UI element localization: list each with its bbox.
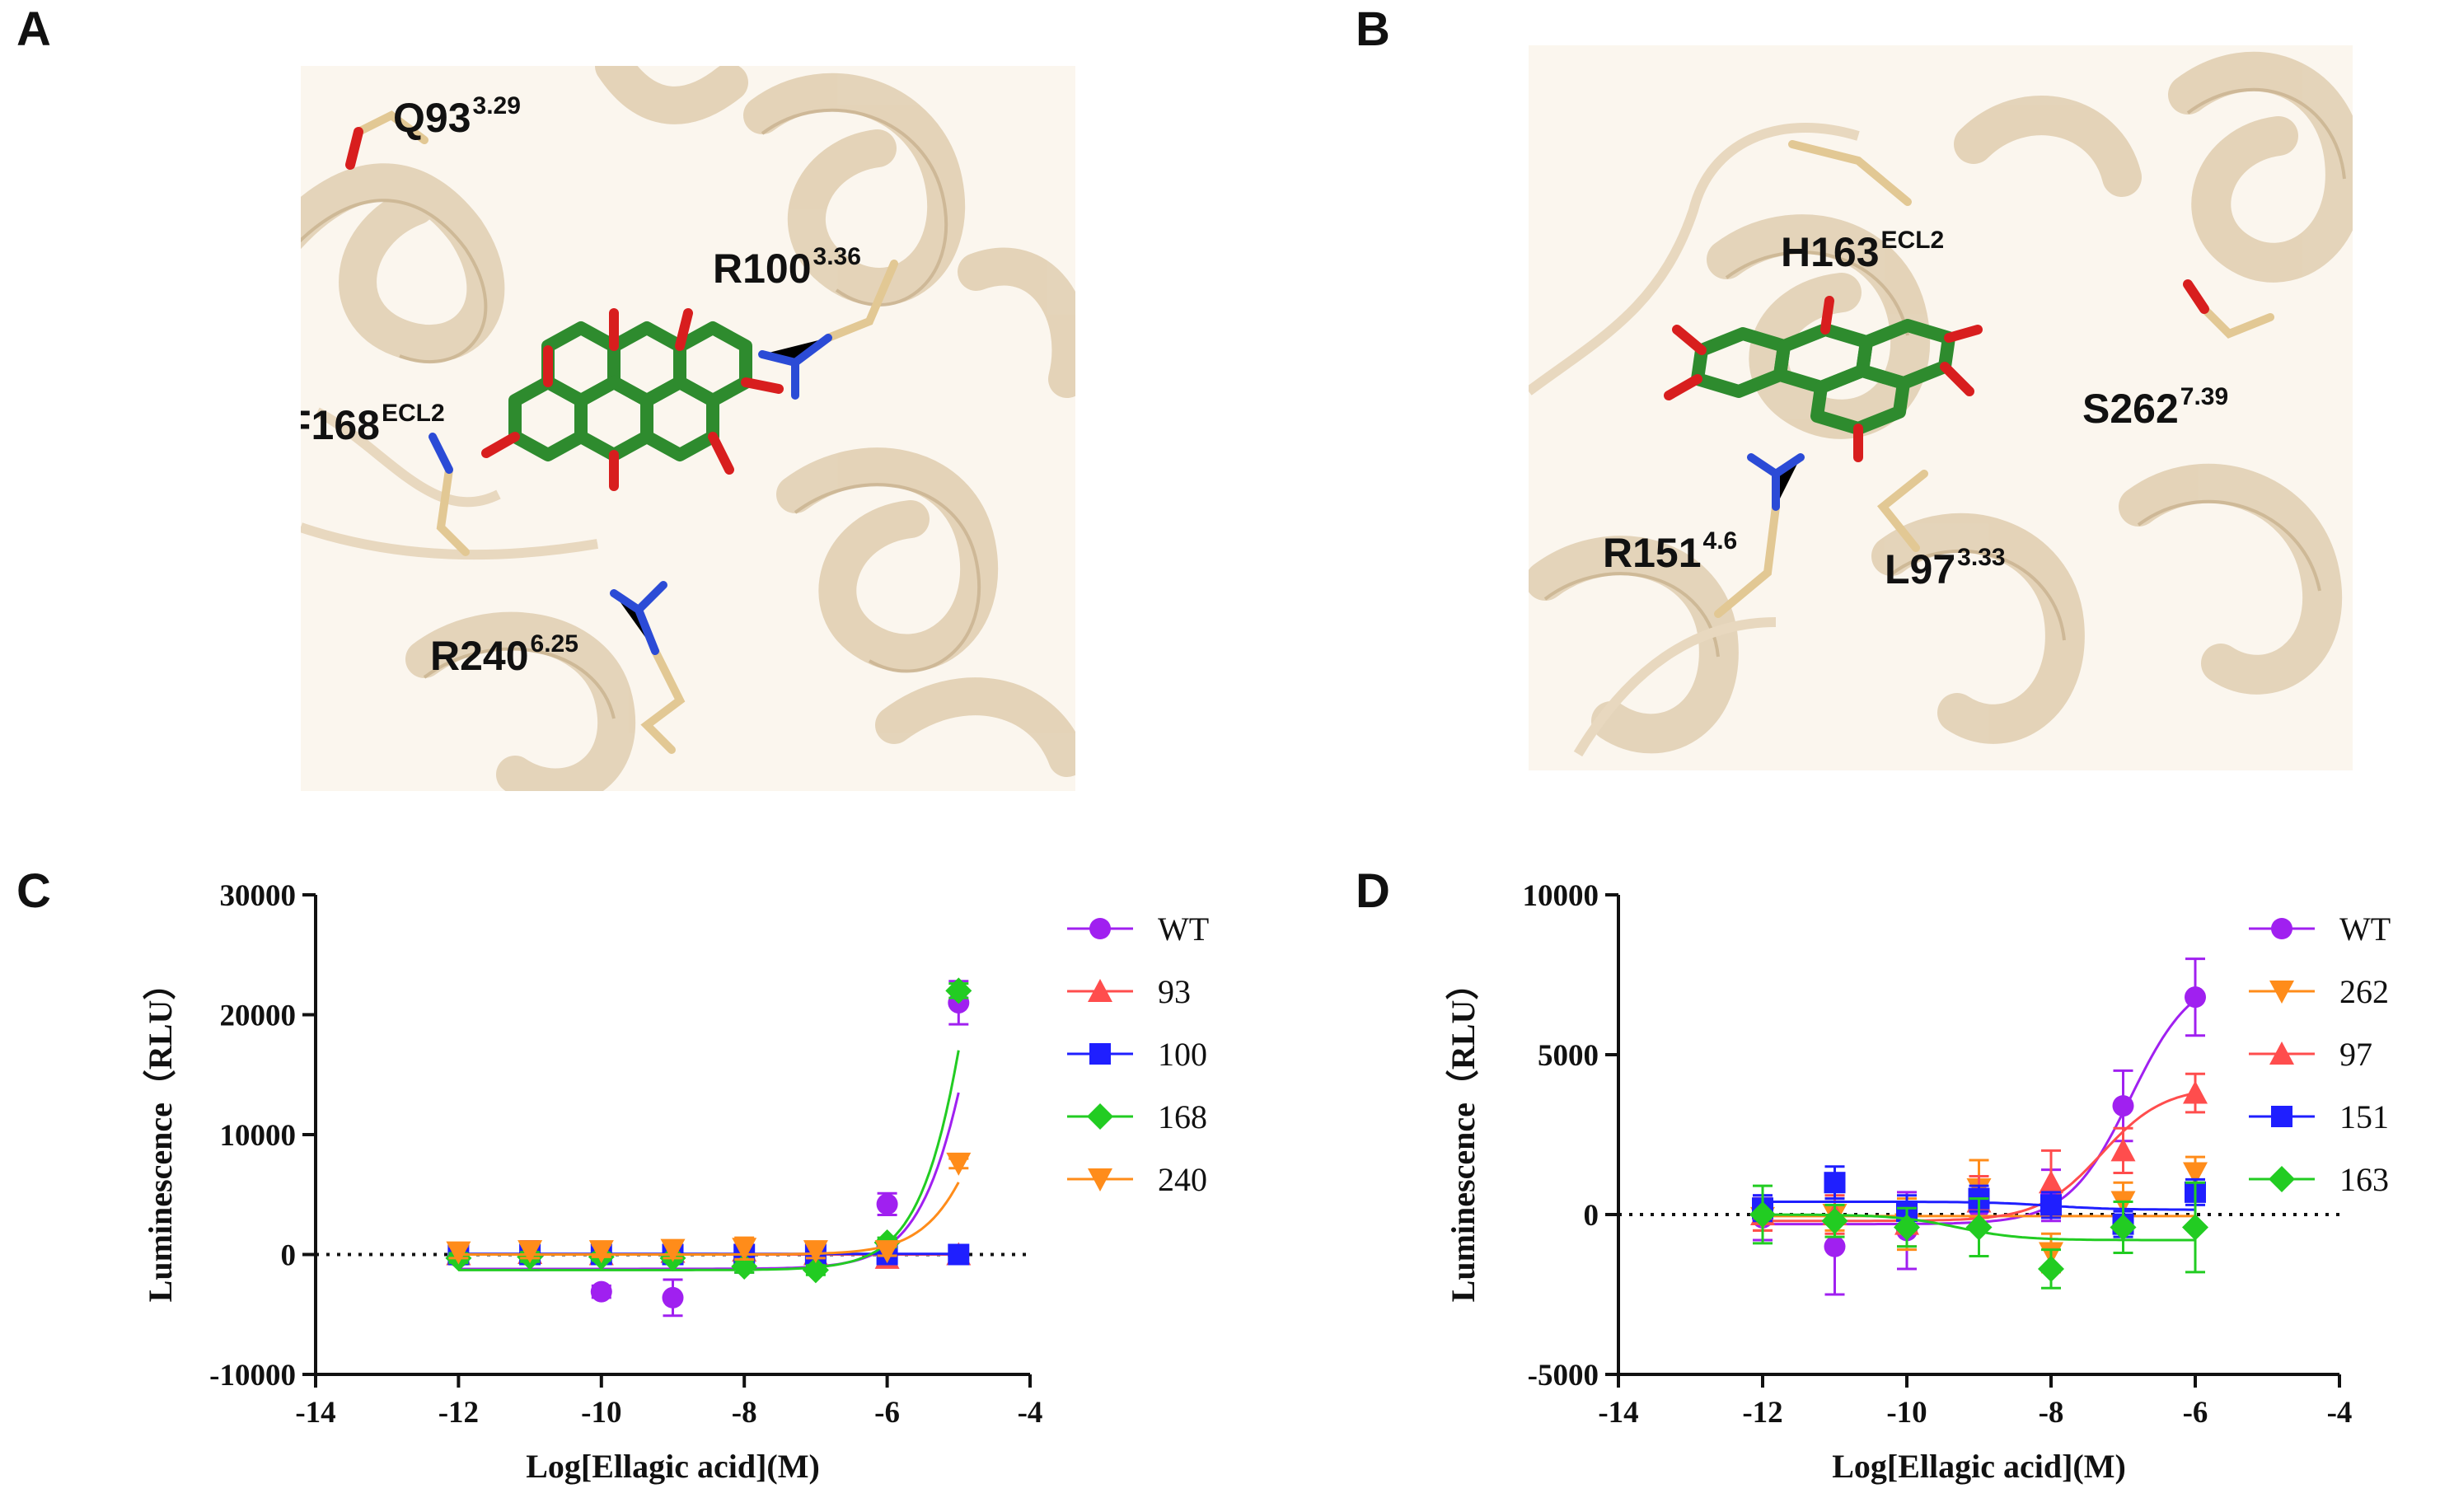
x-tick-label-d: -6 [2183, 1396, 2208, 1430]
data-point-151 [1824, 1172, 1846, 1194]
data-point-wt [662, 1286, 684, 1308]
legend-marker-240 [1088, 1168, 1112, 1191]
data-point-151 [2040, 1194, 2062, 1216]
data-point-240 [517, 1240, 543, 1264]
data-point-163 [1894, 1214, 1920, 1241]
data-point-240 [660, 1238, 686, 1262]
legend-label-163: 163 [2339, 1161, 2389, 1198]
data-point-168 [945, 977, 972, 1004]
y-tick-label-d: 0 [1584, 1199, 1599, 1233]
residue-label-q93: Q933.29 [393, 92, 521, 141]
y-tick-label-d: 10000 [1523, 879, 1599, 913]
data-point-163 [2110, 1214, 2137, 1241]
legend-label-151: 151 [2339, 1098, 2389, 1135]
data-point-262 [2183, 1162, 2208, 1186]
docking-image-b: H163ECL2 S2627.39 R1514.6 L973.33 [1529, 45, 2353, 770]
series-d-163 [1749, 1181, 2208, 1290]
legend-label-wt: WT [1158, 910, 1209, 948]
y-tick-label-c: 10000 [220, 1119, 297, 1153]
legend-label-wt: WT [2339, 910, 2391, 948]
legend-marker-93 [1088, 979, 1112, 1002]
docking-image-a: Q933.29 R1003.36 F168ECL2 R2406.25 [301, 66, 1075, 791]
x-tick-label-c: -6 [874, 1396, 900, 1430]
residue-label-l97: L973.33 [1885, 544, 2006, 592]
series-c-240 [446, 1152, 972, 1265]
data-point-240 [803, 1240, 828, 1264]
x-axis-label-c: Log[Ellagic acid](M) [526, 1448, 820, 1485]
data-point-168 [802, 1257, 829, 1284]
y-axis-label-d: Luminescence（RLU） [1445, 967, 1482, 1303]
legend-label-97: 97 [2339, 1036, 2372, 1073]
legend-marker-262 [2269, 981, 2294, 1004]
data-point-97 [2110, 1138, 2136, 1162]
data-point-wt [2112, 1095, 2134, 1117]
x-tick-label-c: -10 [581, 1396, 621, 1430]
data-point-wt [2185, 986, 2206, 1009]
data-point-240 [732, 1238, 757, 1262]
legend-marker-97 [2269, 1042, 2294, 1065]
data-point-wt [876, 1193, 898, 1215]
x-tick-label-d: -10 [1886, 1396, 1927, 1430]
legend-label-240: 240 [1158, 1161, 1207, 1198]
legend-marker-wt [1089, 918, 1111, 939]
data-point-97 [2183, 1080, 2208, 1104]
data-point-163 [2038, 1255, 2064, 1282]
legend-label-262: 262 [2339, 973, 2389, 1010]
panel-letter-d: D [1356, 864, 1390, 918]
data-point-163 [2182, 1214, 2208, 1241]
x-tick-label-d: -8 [2039, 1396, 2064, 1430]
data-point-163 [1821, 1207, 1848, 1234]
residue-label-s262: S2627.39 [2082, 383, 2229, 432]
data-point-163 [1965, 1214, 1993, 1241]
protein-ribbon-illustration-a [301, 66, 1075, 791]
fit-curve-240 [458, 1182, 960, 1256]
legend-marker-100 [1089, 1043, 1111, 1065]
x-tick-label-d: -12 [1742, 1396, 1782, 1430]
legend-label-100: 100 [1158, 1036, 1207, 1073]
panel-letter-a: A [16, 2, 51, 56]
protein-ribbon-illustration-b [1529, 51, 2353, 757]
y-tick-label-c: -10000 [209, 1359, 296, 1393]
x-tick-label-c: -14 [295, 1396, 335, 1430]
legend-marker-wt [2271, 918, 2292, 939]
data-point-97 [2039, 1170, 2063, 1194]
x-tick-label-d: -14 [1598, 1396, 1638, 1430]
y-tick-label-d: 5000 [1538, 1039, 1599, 1073]
legend-marker-151 [2271, 1106, 2292, 1127]
x-tick-label-c: -12 [438, 1396, 479, 1430]
data-point-wt [590, 1280, 612, 1303]
x-tick-label-c: -8 [732, 1396, 757, 1430]
legend-label-93: 93 [1158, 973, 1191, 1010]
data-point-240 [946, 1152, 972, 1176]
data-point-wt [1824, 1235, 1846, 1257]
panel-letter-c: C [16, 864, 51, 918]
legend-label-168: 168 [1158, 1098, 1207, 1135]
data-point-240 [874, 1240, 900, 1264]
y-tick-label-c: 0 [281, 1239, 297, 1273]
y-axis-label-c: Luminescence（RLU） [142, 967, 179, 1303]
data-point-240 [588, 1240, 614, 1264]
fit-curve-168 [458, 1050, 960, 1271]
data-point-100 [948, 1243, 970, 1266]
residue-label-h163: H163ECL2 [1781, 227, 1945, 275]
legend-marker-168 [1087, 1103, 1113, 1130]
x-axis-label-d: Log[Ellagic acid](M) [1832, 1448, 2126, 1485]
dose-response-chart-d: -5000 0 5000 10000 -14 -12 -10 -8 -6 -4 Log[Ellagi… [1445, 879, 2391, 1485]
legend-marker-163 [2269, 1166, 2295, 1192]
residue-label-r100: R1003.36 [713, 243, 861, 292]
x-tick-label-c: -4 [1018, 1396, 1043, 1430]
residue-label-r240: R2406.25 [430, 630, 578, 679]
residue-label-f168: F168ECL2 [301, 400, 445, 448]
y-tick-label-c: 20000 [220, 999, 297, 1033]
series-c-168 [445, 977, 972, 1284]
dose-response-chart-c: -10000 0 10000 20000 30000 -14 -12 -10 -8 -6 -4 Log… [142, 879, 1209, 1485]
y-tick-label-c: 30000 [220, 879, 297, 913]
x-tick-label-d: -4 [2327, 1396, 2353, 1430]
data-point-163 [1749, 1201, 1776, 1228]
data-point-240 [446, 1241, 471, 1265]
y-tick-label-d: -5000 [1528, 1359, 1599, 1393]
residue-label-r151: R1514.6 [1603, 527, 1738, 576]
panel-letter-b: B [1356, 2, 1390, 56]
